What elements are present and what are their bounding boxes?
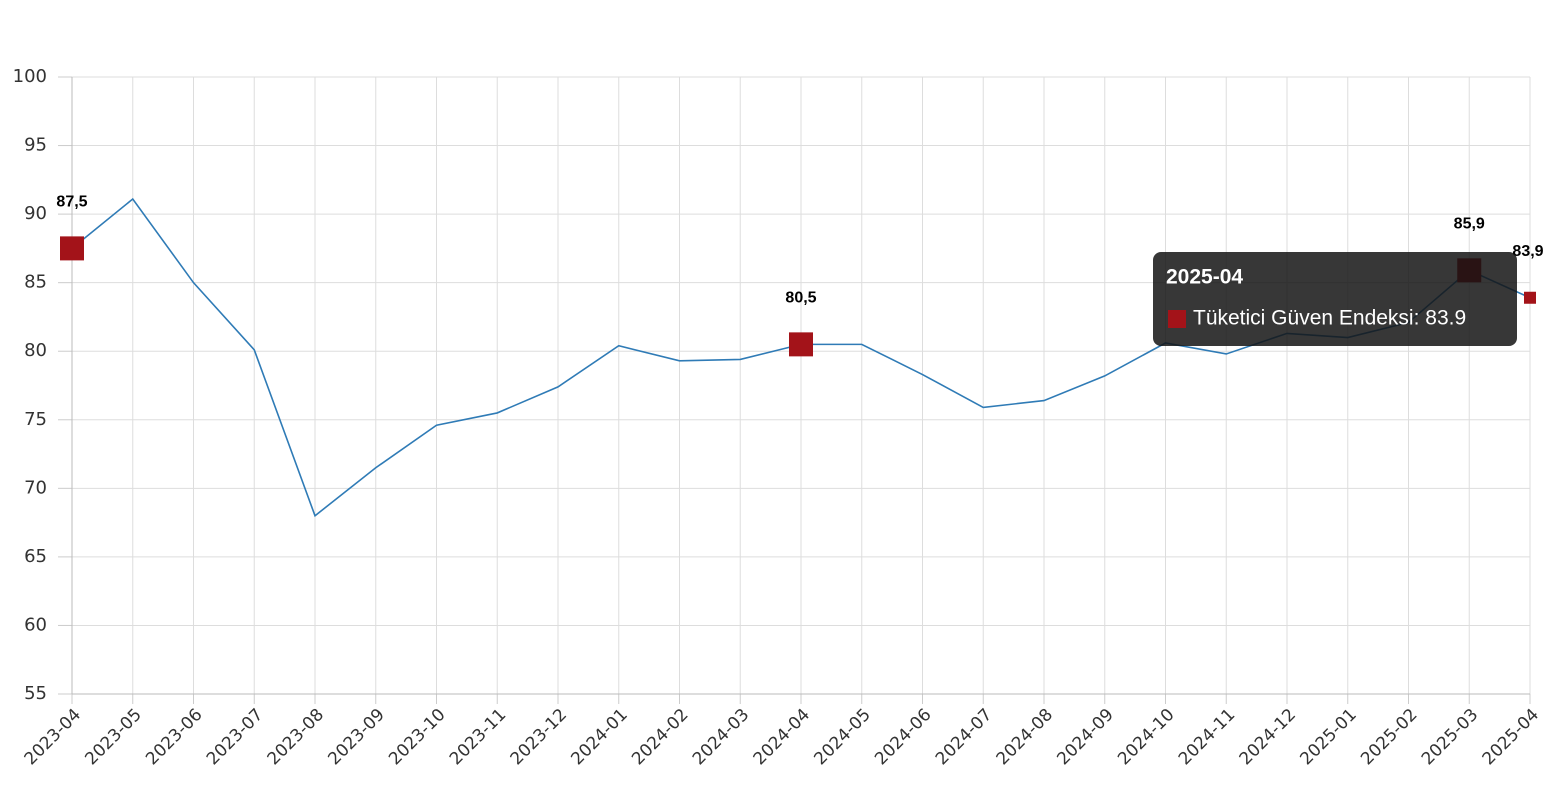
- marker: [1524, 291, 1536, 304]
- y-tick-label: 55: [24, 683, 47, 704]
- x-tick-label: 2024-08: [993, 705, 1057, 769]
- x-tick-label: 2024-09: [1053, 705, 1117, 769]
- marker: [60, 236, 84, 261]
- y-tick-label: 60: [24, 614, 47, 635]
- marker: [789, 332, 813, 357]
- tooltip-title: 2025-04: [1166, 266, 1243, 289]
- x-tick-label: 2024-10: [1114, 705, 1178, 769]
- x-tick-label: 2023-11: [446, 705, 510, 769]
- x-tick-label: 2023-09: [324, 705, 388, 769]
- tooltip-swatch: [1168, 310, 1186, 328]
- tooltip-text: Tüketici Güven Endeksi: 83.9: [1193, 307, 1466, 330]
- y-tick-label: 70: [24, 477, 47, 498]
- tooltip-box: [1153, 252, 1517, 346]
- tooltip: 2025-04 Tüketici Güven Endeksi: 83.9: [1153, 252, 1517, 346]
- x-tick-label: 2023-05: [81, 705, 145, 769]
- y-tick-label: 75: [24, 409, 47, 430]
- x-tick-label: 2023-04: [21, 705, 85, 769]
- x-tick-label: 2023-10: [385, 705, 449, 769]
- data-label: 80,5: [785, 290, 816, 307]
- y-tick-label: 100: [13, 66, 47, 87]
- x-tick-label: 2024-02: [628, 705, 692, 769]
- x-tick-label: 2024-05: [810, 705, 874, 769]
- x-tick-label: 2024-03: [689, 705, 753, 769]
- y-tick-label: 85: [24, 272, 47, 293]
- x-tick-label: 2024-04: [750, 705, 814, 769]
- x-tick-label: 2024-07: [932, 705, 996, 769]
- x-tick-label: 2024-06: [871, 705, 935, 769]
- x-tick-label: 2025-03: [1418, 705, 1482, 769]
- data-label: 85,9: [1454, 216, 1485, 233]
- x-tick-label: 2024-11: [1175, 705, 1239, 769]
- data-label: 83,9: [1512, 243, 1543, 260]
- x-tick-label: 2023-12: [507, 705, 571, 769]
- x-tick-label: 2023-07: [203, 705, 267, 769]
- data-label: 87,5: [56, 194, 87, 211]
- x-tick-label: 2024-12: [1236, 705, 1300, 769]
- x-tick-label: 2025-01: [1296, 705, 1360, 769]
- x-tick-label: 2024-01: [567, 705, 631, 769]
- x-tick-label: 2023-08: [264, 705, 328, 769]
- y-tick-label: 65: [24, 546, 47, 567]
- x-tick-label: 2025-02: [1357, 705, 1421, 769]
- y-tick-label: 95: [24, 135, 47, 156]
- x-tick-label: 2023-06: [142, 705, 206, 769]
- y-tick-label: 80: [24, 340, 47, 361]
- x-tick-label: 2025-04: [1479, 705, 1543, 769]
- y-tick-label: 90: [24, 203, 47, 224]
